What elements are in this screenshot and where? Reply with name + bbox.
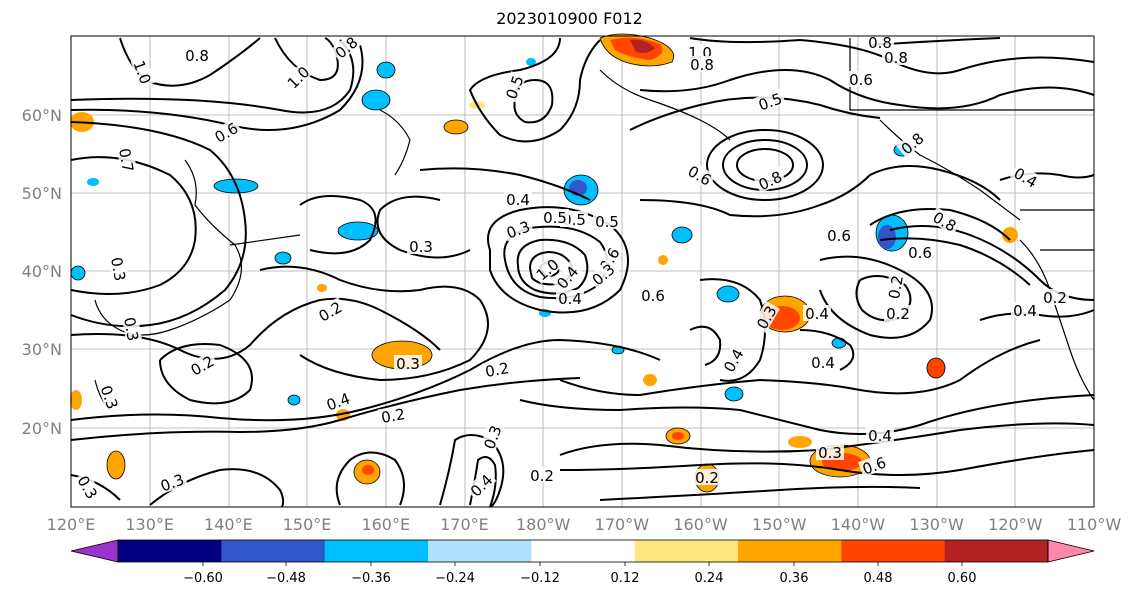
- longitude-label: 110°W: [1067, 515, 1122, 534]
- contour-label: 0.4: [1013, 302, 1037, 320]
- latitude-label: 20°N: [22, 419, 62, 438]
- colorbar-segment: [738, 540, 842, 562]
- colorbar-tick-label: 0.60: [948, 571, 977, 586]
- contour-label: 0.4: [558, 290, 582, 308]
- latitude-labels: 60°N 50°N 40°N 30°N 20°N: [22, 106, 62, 438]
- longitude-labels: 120°E 130°E 140°E 150°E 160°E 170°E 180°W 170°W…: [47, 515, 1122, 534]
- colorbar-segment: [841, 540, 946, 562]
- contour-label: 0.5: [543, 209, 567, 227]
- positive-patch-top: [599, 33, 675, 67]
- colorbar-segment: [634, 540, 739, 562]
- colorbar-segment: [944, 540, 1049, 562]
- contour-label: 0.3: [120, 316, 142, 343]
- colorbar-extend-high: [1047, 539, 1095, 563]
- longitude-label: 150°W: [752, 515, 807, 534]
- colorbar-tick-label: −0.48: [266, 571, 306, 586]
- longitude-label: 140°E: [204, 515, 253, 534]
- contour-label: 0.6: [641, 287, 665, 305]
- contour-label: 0.4: [506, 191, 530, 209]
- longitude-label: 170°E: [440, 515, 489, 534]
- latitude-label: 40°N: [22, 262, 62, 281]
- colorbar-tick-label: −0.60: [183, 571, 223, 586]
- contour-label: 0.3: [107, 256, 129, 283]
- colorbar-tick-label: −0.36: [351, 571, 391, 586]
- colorbar-segment: [531, 540, 636, 562]
- longitude-label: 140°W: [831, 515, 886, 534]
- contour-label: 0.8: [690, 56, 714, 74]
- longitude-label: 130°W: [909, 515, 964, 534]
- longitude-label: 170°W: [595, 515, 650, 534]
- longitude-label: 130°E: [125, 515, 174, 534]
- longitude-label: 160°W: [673, 515, 728, 534]
- colorbar-segment: [221, 540, 326, 562]
- colorbar-tick-label: −0.12: [520, 571, 560, 586]
- colorbar-extend-low: [70, 539, 119, 563]
- colorbar-tick-label: 0.36: [780, 571, 809, 586]
- contour-label: 0.6: [849, 71, 873, 89]
- latitude-label: 50°N: [22, 184, 62, 203]
- longitude-label: 160°E: [361, 515, 410, 534]
- contour-label: 0.8: [868, 34, 892, 52]
- colorbar-tick-label: 0.12: [611, 571, 640, 586]
- latitude-label: 60°N: [22, 106, 62, 125]
- colorbar-tick-label: −0.24: [435, 571, 475, 586]
- contour-label: 0.2: [695, 469, 719, 487]
- longitude-label: 150°E: [283, 515, 332, 534]
- contour-label: 0.2: [885, 274, 907, 301]
- contour-label: 0.8: [884, 49, 908, 67]
- contour-label: 0.6: [908, 244, 932, 262]
- contour-label: 0.7: [115, 147, 137, 174]
- contour-label: 0.3: [818, 444, 842, 462]
- contour-label: 0.8: [185, 47, 209, 65]
- colorbar-segment: [324, 540, 429, 562]
- longitude-label: 120°W: [988, 515, 1043, 534]
- gridlines: [71, 36, 1094, 507]
- contour-labels: 0.81.00.8 1.01.0 0.8 0.80.60.50.60.80.60.70…: [73, 31, 1069, 504]
- longitude-label: 120°E: [47, 515, 96, 534]
- contour-label: 0.2: [1043, 289, 1067, 307]
- plot-title: 2023010900 F012: [496, 9, 643, 28]
- map-area: 0.81.00.8 1.01.0 0.8 0.80.60.50.60.80.60.70…: [70, 31, 1095, 508]
- coastlines: [94, 38, 1095, 411]
- contour-label: 0.2: [530, 467, 554, 485]
- contour-label: 0.3: [409, 238, 433, 256]
- contour-label: 0.2: [484, 359, 511, 381]
- contour-label: 0.4: [805, 305, 829, 323]
- contour-lines: [70, 37, 1095, 508]
- colorbar-segment: [118, 540, 222, 562]
- colorbar-tick-label: 0.48: [864, 571, 893, 586]
- contour-label: 0.6: [827, 227, 851, 245]
- contour-label: 0.4: [811, 354, 835, 372]
- colorbar-segment: [428, 540, 532, 562]
- colorbar: −0.60 −0.48 −0.36 −0.24 −0.12 0.12 0.24 0.36 0.4…: [70, 539, 1095, 586]
- contour-label: 0.3: [396, 355, 420, 373]
- colorbar-tick-label: 0.24: [695, 571, 724, 586]
- contour-label: 0.2: [886, 305, 910, 323]
- contour-label: 0.2: [380, 405, 407, 427]
- contour-label: 0.4: [868, 427, 892, 445]
- longitude-label: 180°W: [516, 515, 571, 534]
- latitude-label: 30°N: [22, 340, 62, 359]
- contour-label: 0.5: [595, 213, 619, 231]
